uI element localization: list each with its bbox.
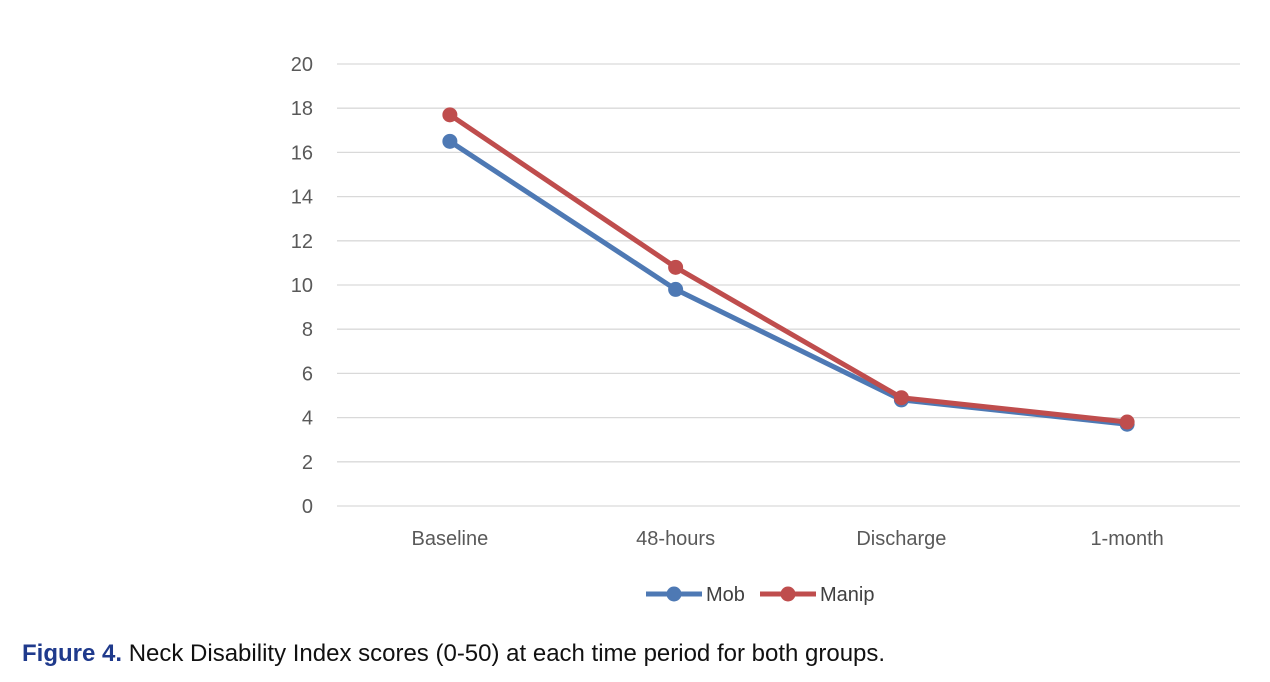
y-tick-label-4: 4 <box>302 408 313 430</box>
figure-caption-text: Neck Disability Index scores (0-50) at e… <box>122 640 886 667</box>
y-tick-label-20: 20 <box>291 54 313 76</box>
data-point-mob-baseline <box>442 133 458 149</box>
legend-label-mob: Mob <box>706 584 745 606</box>
x-tick-label-48-hours: 48-hours <box>636 528 715 550</box>
y-tick-label-6: 6 <box>302 363 313 385</box>
y-tick-label-8: 8 <box>302 319 313 341</box>
y-tick-label-18: 18 <box>291 98 313 120</box>
data-point-manip-baseline <box>442 107 458 123</box>
y-tick-label-2: 2 <box>302 452 313 474</box>
data-point-mob-48-hours <box>668 281 684 297</box>
legend-label-manip: Manip <box>820 584 874 606</box>
series-line-manip <box>447 112 1130 425</box>
x-axis-tick-labels: Baseline 48-hours Discharge 1-month <box>412 528 1164 550</box>
y-axis-tick-labels: 0 2 4 6 8 10 12 14 16 18 20 <box>291 54 313 518</box>
figure-caption: Figure 4. Neck Disability Index scores (… <box>22 640 885 668</box>
y-tick-label-0: 0 <box>302 496 313 518</box>
figure-caption-label: Figure 4. <box>22 640 123 667</box>
data-point-manip-discharge <box>893 390 909 406</box>
x-tick-label-discharge: Discharge <box>856 528 946 550</box>
line-chart: 0 2 4 6 8 10 12 14 16 18 20 Baseline 48-hours Discha… <box>291 54 1240 606</box>
x-tick-label-1-month: 1-month <box>1090 528 1163 550</box>
legend-marker-mob <box>666 586 682 602</box>
gridlines <box>337 63 1240 507</box>
y-tick-label-16: 16 <box>291 142 313 164</box>
y-tick-label-10: 10 <box>291 275 313 297</box>
y-tick-label-12: 12 <box>291 231 313 253</box>
legend-marker-manip <box>780 586 796 602</box>
data-point-manip-48-hours <box>668 259 684 275</box>
y-tick-label-14: 14 <box>291 187 313 209</box>
x-tick-label-baseline: Baseline <box>412 528 489 550</box>
series-lines <box>442 107 1135 432</box>
legend: Mob Manip <box>646 584 874 606</box>
data-point-manip-1-month <box>1119 414 1135 430</box>
